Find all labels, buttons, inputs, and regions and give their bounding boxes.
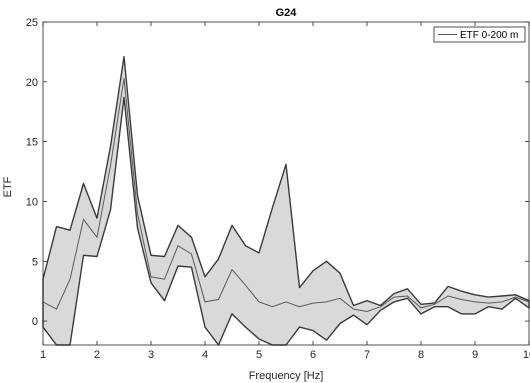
series-line-etf: [42, 78, 530, 313]
y-tick-label: 0: [32, 316, 38, 328]
y-tick-label: 15: [26, 137, 38, 149]
y-tick-label: 5: [32, 256, 38, 268]
x-tick-label: 9: [472, 349, 478, 361]
legend-label-etf: ETF 0-200 m: [460, 30, 518, 41]
x-tick-label: 10: [523, 349, 530, 361]
plot-frame: [42, 21, 530, 346]
x-tick-label: 5: [256, 349, 262, 361]
plot-area: [42, 21, 530, 346]
x-axis-label: Frequency [Hz]: [249, 370, 324, 382]
x-tick-label: 3: [148, 349, 154, 361]
y-axis: 0 5 10 15 20 25: [26, 17, 529, 328]
y-tick-label: 25: [26, 17, 38, 29]
legend-box: [433, 26, 526, 43]
x-tick-label: 1: [40, 349, 46, 361]
y-tick-label: 20: [26, 77, 38, 89]
x-tick-label: 8: [418, 349, 424, 361]
x-tick-label: 6: [310, 349, 316, 361]
x-tick-label: 4: [202, 349, 208, 361]
y-tick-label: 10: [26, 196, 38, 208]
x-tick-label: 7: [364, 349, 370, 361]
chart-title: G24: [276, 7, 298, 19]
legend: ETF 0-200 m: [433, 26, 526, 43]
x-axis: 1 2 3 4 5 6 7 8 9 10: [40, 22, 530, 361]
x-tick-label: 2: [94, 349, 100, 361]
y-axis-label: ETF: [2, 176, 14, 197]
